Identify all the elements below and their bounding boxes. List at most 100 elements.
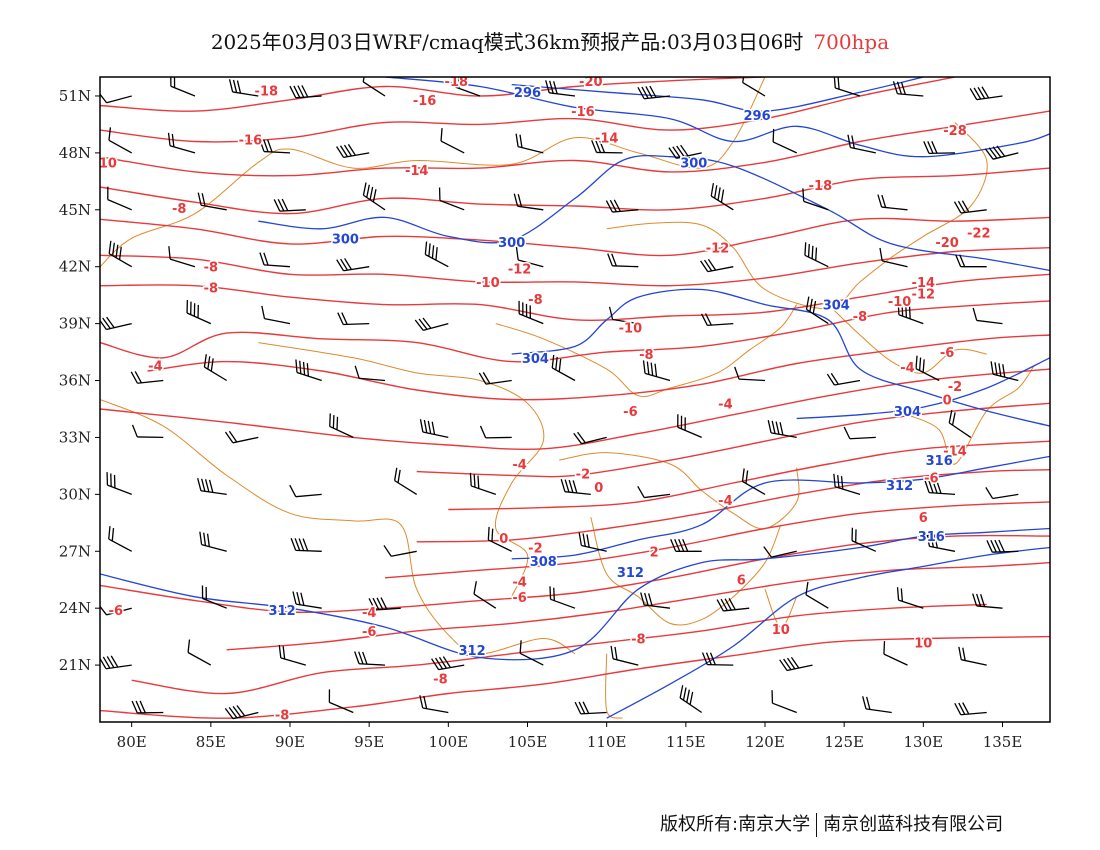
map-frame bbox=[99, 76, 1051, 723]
wind-barb-feather bbox=[300, 592, 305, 606]
wind-barb-feather bbox=[608, 306, 614, 320]
wind-barb-feather bbox=[397, 469, 401, 483]
temperature-label: -8 bbox=[204, 282, 218, 297]
wind-barb bbox=[608, 306, 639, 325]
wind-barb-feather bbox=[362, 651, 368, 665]
wind-barb bbox=[972, 593, 1003, 609]
geopotential-label-layer: 296 296 300 300 300 304 304 304 308 312 312 312 312 3… bbox=[267, 85, 954, 661]
temperature-label: -6 bbox=[109, 604, 123, 619]
wind-barb-shaft bbox=[108, 139, 133, 154]
temperature-label: -18 bbox=[255, 84, 279, 99]
wind-barb-shaft bbox=[803, 200, 829, 211]
wind-barb-feather bbox=[605, 200, 613, 213]
wind-barb-feather bbox=[959, 254, 966, 267]
temperature-label: -20 bbox=[935, 236, 959, 251]
wind-barb-layer bbox=[100, 77, 1019, 720]
wind-barb-feather bbox=[427, 420, 432, 434]
wind-barb-shaft bbox=[676, 152, 702, 159]
wind-barb-feather bbox=[201, 478, 206, 492]
temperature-label: 10 bbox=[99, 156, 117, 171]
wind-barb-feather bbox=[173, 77, 176, 88]
wind-barb-feather bbox=[115, 244, 119, 258]
wind-barb-shaft bbox=[834, 486, 861, 496]
wind-barb-shaft bbox=[279, 209, 306, 212]
wind-barb bbox=[419, 695, 449, 714]
wind-barb-feather bbox=[958, 646, 962, 660]
wind-barb-feather bbox=[833, 473, 836, 487]
wind-barb bbox=[883, 641, 908, 666]
wind-barb-feather bbox=[645, 86, 653, 99]
temperature-label: -10 bbox=[888, 295, 912, 310]
wind-barb-shaft bbox=[849, 436, 876, 440]
wind-barb-shaft bbox=[612, 318, 639, 325]
geopotential-label: 296 bbox=[744, 109, 771, 124]
wind-barb-feather bbox=[555, 356, 558, 370]
wind-barb-shaft bbox=[423, 322, 449, 331]
wind-barb-shaft bbox=[471, 485, 497, 496]
boundary-line bbox=[100, 399, 576, 655]
wind-barb bbox=[131, 700, 164, 714]
x-tick-label: 135E bbox=[983, 733, 1023, 751]
wind-barb-feather bbox=[684, 417, 686, 431]
wind-barb-shaft bbox=[359, 377, 386, 382]
wind-barb-feather bbox=[955, 254, 962, 267]
wind-barb-shaft bbox=[948, 422, 972, 438]
wind-barb-feather bbox=[710, 183, 715, 197]
wind-barb bbox=[679, 685, 703, 714]
wind-barb-feather bbox=[518, 300, 520, 314]
wind-barb-feather bbox=[369, 186, 374, 200]
temperature-label: -4 bbox=[512, 458, 526, 473]
temperature-isoline bbox=[100, 273, 1050, 321]
wind-barb bbox=[948, 409, 972, 438]
temperature-label: -4 bbox=[900, 361, 914, 376]
wind-barb-shaft bbox=[976, 319, 1003, 325]
wind-barb-feather bbox=[998, 363, 1002, 377]
wind-barb-feather bbox=[900, 81, 906, 95]
wind-barb bbox=[106, 472, 132, 496]
wind-barb-feather bbox=[232, 79, 238, 93]
wind-barb-feather bbox=[347, 144, 356, 156]
wind-barb-feather bbox=[908, 305, 911, 319]
wind-barb-shaft bbox=[295, 493, 322, 498]
wind-barb-feather bbox=[106, 316, 115, 329]
y-tick-label: 51N bbox=[59, 87, 91, 105]
wind-barb bbox=[805, 581, 829, 609]
wind-barb-feather bbox=[954, 702, 962, 716]
temperature-label: -14 bbox=[405, 164, 429, 179]
wind-barb-feather bbox=[994, 362, 998, 376]
wind-barb-shaft bbox=[992, 550, 1019, 553]
geopotential-isoline bbox=[100, 527, 1050, 661]
wind-barb-feather bbox=[837, 474, 840, 489]
wind-barb-shaft bbox=[850, 146, 876, 154]
wind-barb bbox=[862, 696, 892, 714]
temperature-label: -20 bbox=[579, 75, 603, 90]
wind-barb-shaft bbox=[518, 313, 544, 325]
wind-barb bbox=[955, 254, 987, 268]
wind-barb-feather bbox=[679, 685, 684, 699]
temperature-label: -8 bbox=[631, 633, 645, 648]
temperature-label: -14 bbox=[595, 132, 619, 147]
temperature-isoline bbox=[416, 469, 1050, 543]
x-tick-label: 120E bbox=[745, 733, 785, 751]
wind-barb-feather bbox=[811, 245, 814, 259]
wind-barb bbox=[515, 133, 544, 154]
wind-barb-feather bbox=[201, 585, 204, 599]
wind-barb-feather bbox=[428, 243, 431, 257]
wind-barb-feather bbox=[812, 300, 817, 314]
wind-barb-feather bbox=[134, 371, 142, 384]
wind-barb-feather bbox=[336, 146, 345, 158]
temperature-label: -4 bbox=[718, 494, 732, 509]
wind-barb-shaft bbox=[108, 253, 133, 268]
wind-barb-feather bbox=[678, 539, 685, 552]
wind-barb bbox=[168, 246, 196, 268]
wind-barb-feather bbox=[551, 354, 555, 368]
wind-barb bbox=[337, 312, 370, 326]
wind-barb bbox=[515, 246, 544, 268]
wind-barb-feather bbox=[102, 317, 111, 329]
wind-barb-feather bbox=[418, 318, 428, 330]
wind-barb-feather bbox=[553, 81, 558, 94]
wind-barb-feather bbox=[988, 147, 998, 159]
wind-barb-feather bbox=[745, 470, 749, 484]
wind-barb-feather bbox=[881, 194, 887, 208]
wind-barb-feather bbox=[807, 244, 810, 258]
